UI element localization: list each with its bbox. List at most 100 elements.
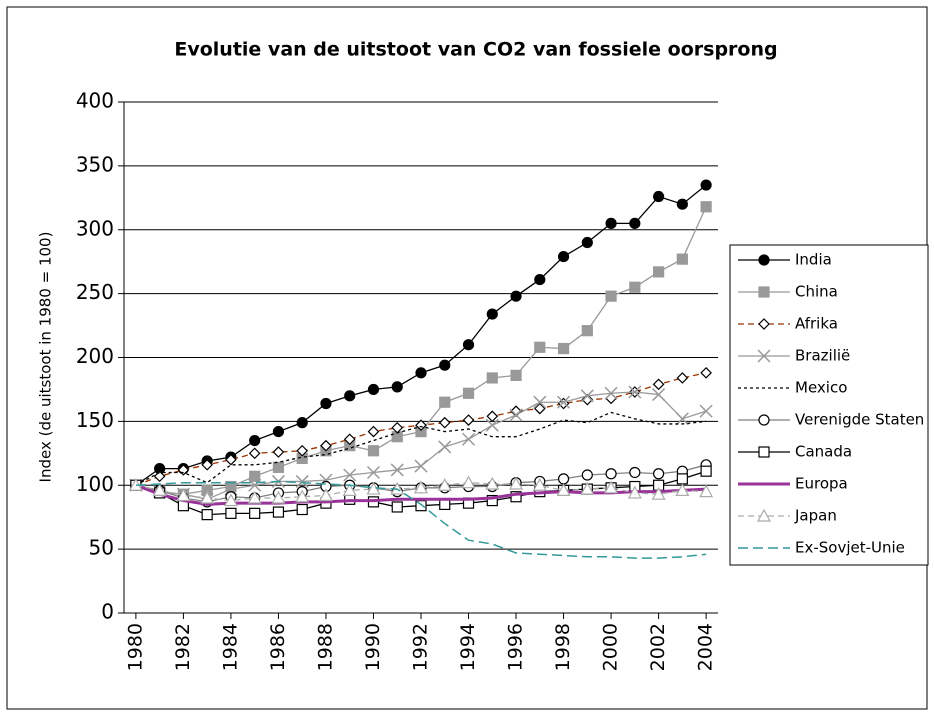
x-tick-label: 2002 bbox=[647, 623, 669, 671]
data-point bbox=[486, 372, 498, 384]
data-point bbox=[272, 461, 285, 473]
y-tick-label: 400 bbox=[76, 89, 114, 113]
legend-marker bbox=[757, 349, 771, 363]
data-point bbox=[652, 266, 665, 278]
data-point bbox=[628, 385, 642, 399]
data-point bbox=[652, 388, 666, 402]
data-point bbox=[580, 481, 595, 495]
data-point bbox=[271, 490, 286, 504]
y-tick-label: 350 bbox=[76, 152, 114, 176]
legend-label: China bbox=[795, 283, 838, 301]
x-tick-label: 1980 bbox=[124, 623, 146, 671]
data-point bbox=[533, 395, 547, 409]
legend-marker bbox=[758, 318, 770, 330]
data-point bbox=[367, 383, 380, 396]
data-point bbox=[415, 367, 427, 379]
x-tick-label: 1998 bbox=[552, 623, 574, 671]
data-point bbox=[439, 359, 451, 371]
data-point bbox=[627, 485, 642, 499]
legend-label: India bbox=[795, 251, 832, 269]
data-point bbox=[486, 410, 499, 423]
data-point bbox=[153, 470, 166, 483]
data-point bbox=[343, 433, 356, 446]
legend-marker bbox=[758, 286, 770, 298]
data-point bbox=[176, 488, 191, 502]
data-point bbox=[605, 468, 617, 480]
data-point bbox=[652, 190, 665, 203]
legend-label: Afrika bbox=[795, 315, 838, 333]
data-point bbox=[510, 290, 522, 302]
data-point bbox=[510, 369, 522, 381]
data-point bbox=[295, 474, 309, 488]
data-point bbox=[249, 507, 261, 519]
legend-label: Brazilië bbox=[795, 347, 850, 365]
data-point bbox=[652, 378, 665, 391]
data-point bbox=[462, 414, 475, 426]
y-tick-label: 0 bbox=[101, 600, 114, 624]
data-point bbox=[676, 372, 689, 384]
data-point bbox=[675, 483, 690, 496]
data-point bbox=[604, 386, 618, 400]
data-point bbox=[485, 418, 499, 432]
data-point bbox=[248, 447, 261, 460]
legend-marker bbox=[758, 414, 770, 426]
data-point bbox=[296, 503, 308, 516]
data-point bbox=[532, 477, 547, 491]
data-point bbox=[390, 463, 404, 477]
x-tick-label: 1988 bbox=[314, 623, 336, 671]
data-point bbox=[225, 507, 237, 519]
series-line bbox=[135, 411, 707, 486]
data-point bbox=[580, 389, 594, 403]
data-point bbox=[534, 273, 546, 286]
data-point bbox=[272, 446, 285, 458]
legend-label: Mexico bbox=[795, 379, 847, 397]
x-tick-label: 1984 bbox=[219, 623, 241, 671]
legend-label: Europa bbox=[795, 475, 848, 493]
y-tick-label: 250 bbox=[76, 280, 114, 304]
x-tick-label: 1982 bbox=[172, 623, 194, 671]
data-point bbox=[201, 509, 213, 521]
data-point bbox=[391, 501, 403, 513]
data-point bbox=[605, 290, 617, 302]
data-point bbox=[344, 390, 356, 402]
data-point bbox=[318, 488, 333, 502]
data-point bbox=[557, 395, 571, 409]
data-point bbox=[675, 412, 689, 426]
data-point bbox=[486, 308, 498, 320]
y-tick-label: 100 bbox=[76, 472, 114, 496]
y-tick-label: 50 bbox=[89, 536, 114, 560]
legend-marker bbox=[756, 508, 772, 522]
data-point bbox=[581, 469, 593, 481]
data-point bbox=[437, 477, 452, 491]
data-point bbox=[200, 490, 215, 504]
data-point bbox=[296, 444, 309, 457]
data-point bbox=[343, 468, 357, 482]
data-point bbox=[439, 498, 451, 511]
data-point bbox=[272, 425, 285, 438]
data-point bbox=[462, 339, 475, 351]
legend-label: Verenigde Staten bbox=[795, 411, 924, 429]
data-point bbox=[391, 381, 403, 393]
legend-marker bbox=[758, 254, 770, 266]
data-point bbox=[342, 483, 357, 496]
data-point bbox=[556, 483, 571, 496]
data-point bbox=[557, 342, 570, 355]
data-point bbox=[367, 445, 380, 457]
x-tick-label: 1994 bbox=[457, 623, 479, 671]
data-point bbox=[249, 470, 261, 482]
data-point bbox=[534, 341, 546, 353]
data-point bbox=[700, 366, 712, 379]
data-point bbox=[272, 506, 285, 518]
series-line bbox=[135, 480, 707, 559]
data-point bbox=[461, 475, 476, 489]
data-point bbox=[629, 466, 641, 479]
data-point bbox=[439, 396, 451, 408]
y-tick-label: 200 bbox=[76, 344, 114, 368]
data-point bbox=[152, 483, 167, 496]
data-point bbox=[581, 236, 593, 249]
data-point bbox=[510, 491, 522, 503]
data-point bbox=[676, 198, 688, 210]
data-point bbox=[295, 489, 310, 503]
data-point bbox=[201, 458, 214, 471]
data-point bbox=[676, 253, 688, 265]
